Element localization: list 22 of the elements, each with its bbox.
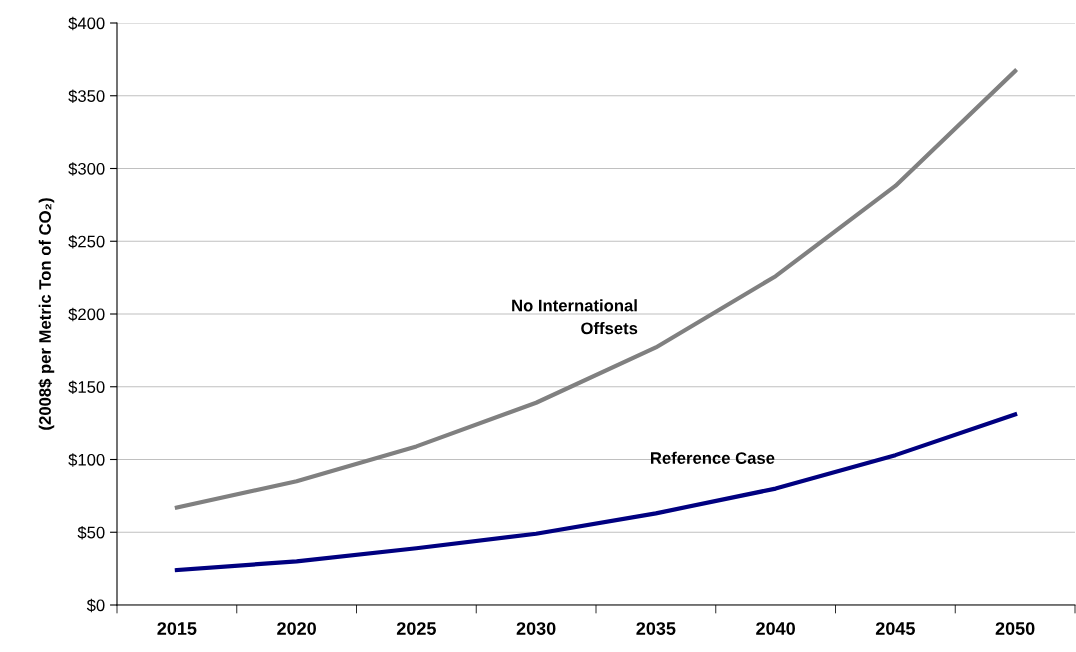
x-tick-label: 2025 xyxy=(396,622,436,635)
y-tick-label: $50 xyxy=(77,525,105,540)
x-tick-label: 2015 xyxy=(157,622,197,635)
y-tick-label: $0 xyxy=(86,598,105,613)
series-label: Reference Case xyxy=(651,451,775,464)
y-tick-label: $300 xyxy=(68,162,105,176)
series-label: No International Offsets xyxy=(512,299,638,335)
x-tick-label: 2050 xyxy=(995,622,1035,635)
x-tick-label: 2030 xyxy=(516,622,556,635)
y-tick-label: $100 xyxy=(68,453,105,467)
y-tick-label: $250 xyxy=(68,234,105,249)
x-tick-label: 2035 xyxy=(636,622,676,635)
y-tick-label: $200 xyxy=(68,307,105,322)
x-tick-label: 2020 xyxy=(277,622,316,635)
x-tick-label: 2045 xyxy=(875,622,915,635)
y-tick-label: $150 xyxy=(68,380,105,394)
y-tick-label: $400 xyxy=(68,16,105,31)
line-series xyxy=(174,68,1018,510)
y-axis-title: (2008$ per Metric Ton of CO₂) xyxy=(38,198,55,430)
y-tick-label: $350 xyxy=(68,89,105,103)
line-series xyxy=(174,412,1018,573)
x-tick-label: 2040 xyxy=(756,622,795,635)
